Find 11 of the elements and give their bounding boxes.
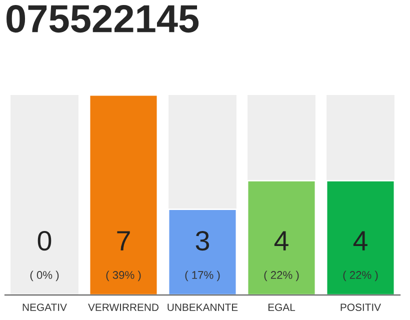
data-label: 3 ( 17% ) bbox=[185, 230, 220, 282]
data-label: 4 ( 22% ) bbox=[264, 231, 299, 282]
data-label: 7 ( 39% ) bbox=[106, 231, 141, 282]
chart-title: 075522145 bbox=[6, 5, 199, 33]
x-tick-label: VERWIRREND bbox=[88, 304, 158, 311]
x-tick-label: POSITIV bbox=[340, 304, 382, 311]
x-tick-label: UNBEKANNTE bbox=[168, 304, 238, 311]
x-tick-label: EGAL bbox=[268, 304, 296, 311]
x-tick-label: NEGATIV bbox=[22, 304, 67, 311]
data-label: 4 ( 22% ) bbox=[343, 231, 378, 282]
data-label: 0 ( 0% ) bbox=[30, 230, 59, 282]
